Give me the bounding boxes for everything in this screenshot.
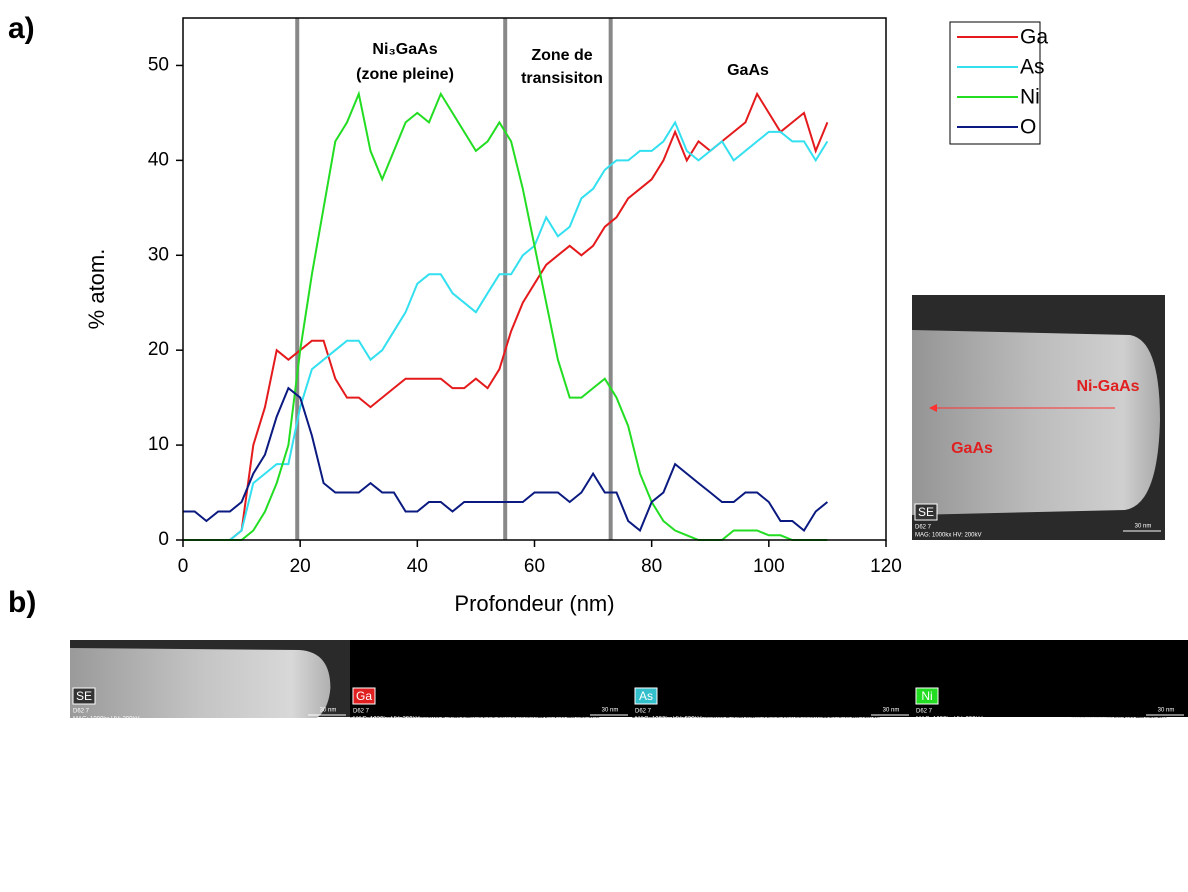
x-tick-label: 100 — [753, 556, 785, 577]
x-tick-label: 20 — [290, 556, 311, 577]
x-tick-label: 120 — [870, 556, 902, 577]
badge-bg — [915, 687, 939, 705]
panel-label: b) — [8, 586, 36, 619]
x-tick-label: 80 — [641, 556, 662, 577]
region-label: (zone pleine) — [356, 66, 454, 83]
legend-label: O — [1020, 116, 1036, 139]
legend-box — [949, 21, 1041, 145]
sample-label: D62 7 — [353, 709, 370, 715]
y-tick-label: 40 — [148, 149, 169, 170]
badge: As — [639, 689, 653, 703]
y-tick-label: 10 — [148, 434, 169, 455]
scale-label: 30 nm — [602, 708, 619, 714]
sample-label: D62 7 — [915, 525, 932, 531]
y-tick-label: 30 — [148, 244, 169, 265]
clip-bottom — [0, 718, 1188, 887]
badge-bg — [352, 687, 376, 705]
y-tick-label: 0 — [158, 529, 169, 550]
image-info: MAG: 1000kx HV: 200kV — [915, 533, 981, 539]
element-map — [632, 648, 894, 726]
series-line — [183, 120, 829, 541]
y-tick-label: 20 — [148, 339, 169, 360]
chart: a) b) 0 20 40 60 80 100 120 0 10 20 30 40 50 Profondeur… — [8, 12, 1048, 619]
x-tick-label: 0 — [178, 556, 189, 577]
badge: SE — [76, 689, 92, 703]
region-label: GaAs — [727, 62, 769, 79]
badge: Ni — [921, 689, 932, 703]
legend-label: As — [1020, 56, 1045, 79]
region-label: Ni₃GaAs — [372, 41, 437, 58]
badge: Ga — [356, 689, 372, 703]
sample-label: D62 7 — [916, 709, 933, 715]
x-axis-title: Profondeur (nm) — [454, 591, 614, 616]
sem-inset: Ni-GaAs GaAs SE D62 7 MAG: 1000kx HV: 200kV 3… — [912, 295, 1165, 540]
scale-label: 30 nm — [1158, 708, 1175, 714]
legend-label: Ga — [1020, 26, 1048, 49]
y-tick-label: 50 — [148, 54, 169, 75]
series-line — [183, 386, 829, 533]
region-label: Zone de — [531, 47, 592, 64]
scale-label: 30 nm — [883, 708, 900, 714]
x-tick-label: 60 — [524, 556, 545, 577]
scale-label: 30 nm — [1135, 524, 1152, 530]
nanowire — [70, 648, 331, 726]
region-label: transisiton — [521, 70, 603, 87]
region-tag: Ni-GaAs — [1076, 378, 1139, 395]
badge-bg — [72, 687, 96, 705]
x-tick-label: 40 — [407, 556, 428, 577]
panel-label: a) — [8, 12, 35, 45]
region-tag: GaAs — [951, 440, 993, 457]
arrow-head — [929, 404, 937, 412]
scale-label: 30 nm — [320, 708, 337, 714]
nanowire — [912, 330, 1160, 515]
legend-label: Ni — [1020, 86, 1040, 109]
badge-bg — [914, 503, 938, 521]
sample-label: D62 7 — [73, 709, 90, 715]
badge-bg — [634, 687, 658, 705]
badge: SE — [918, 505, 934, 519]
y-axis-title: % atom. — [84, 249, 109, 330]
element-map — [350, 648, 613, 726]
sample-label: D62 7 — [635, 709, 652, 715]
